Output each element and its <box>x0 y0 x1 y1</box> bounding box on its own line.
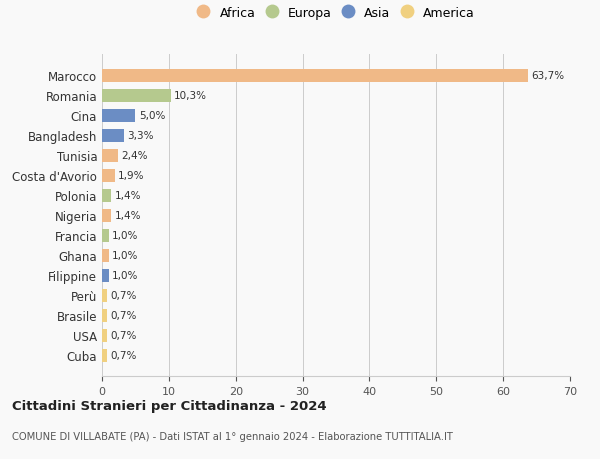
Bar <box>102 129 124 142</box>
Bar <box>102 249 109 262</box>
Bar <box>102 269 109 282</box>
Bar <box>102 169 115 182</box>
Text: 1,4%: 1,4% <box>115 191 141 201</box>
Bar <box>102 70 528 83</box>
Text: 1,0%: 1,0% <box>112 231 139 241</box>
Text: 3,3%: 3,3% <box>127 131 154 141</box>
Text: 63,7%: 63,7% <box>531 71 565 81</box>
Bar <box>102 150 118 162</box>
Bar <box>102 209 112 222</box>
Bar <box>102 329 107 342</box>
Text: 10,3%: 10,3% <box>174 91 207 101</box>
Bar <box>102 189 112 202</box>
Bar <box>102 90 171 102</box>
Text: 0,7%: 0,7% <box>110 291 136 301</box>
Bar <box>102 289 107 302</box>
Bar <box>102 309 107 322</box>
Bar <box>102 110 136 123</box>
Text: 0,7%: 0,7% <box>110 350 136 360</box>
Text: 2,4%: 2,4% <box>121 151 148 161</box>
Bar <box>102 349 107 362</box>
Text: 1,9%: 1,9% <box>118 171 145 181</box>
Text: COMUNE DI VILLABATE (PA) - Dati ISTAT al 1° gennaio 2024 - Elaborazione TUTTITAL: COMUNE DI VILLABATE (PA) - Dati ISTAT al… <box>12 431 453 442</box>
Text: 5,0%: 5,0% <box>139 111 165 121</box>
Text: 1,0%: 1,0% <box>112 270 139 280</box>
Text: 0,7%: 0,7% <box>110 310 136 320</box>
Text: 1,0%: 1,0% <box>112 251 139 261</box>
Bar <box>102 229 109 242</box>
Text: 0,7%: 0,7% <box>110 330 136 340</box>
Legend: Africa, Europa, Asia, America: Africa, Europa, Asia, America <box>193 4 479 24</box>
Text: Cittadini Stranieri per Cittadinanza - 2024: Cittadini Stranieri per Cittadinanza - 2… <box>12 399 326 412</box>
Text: 1,4%: 1,4% <box>115 211 141 221</box>
